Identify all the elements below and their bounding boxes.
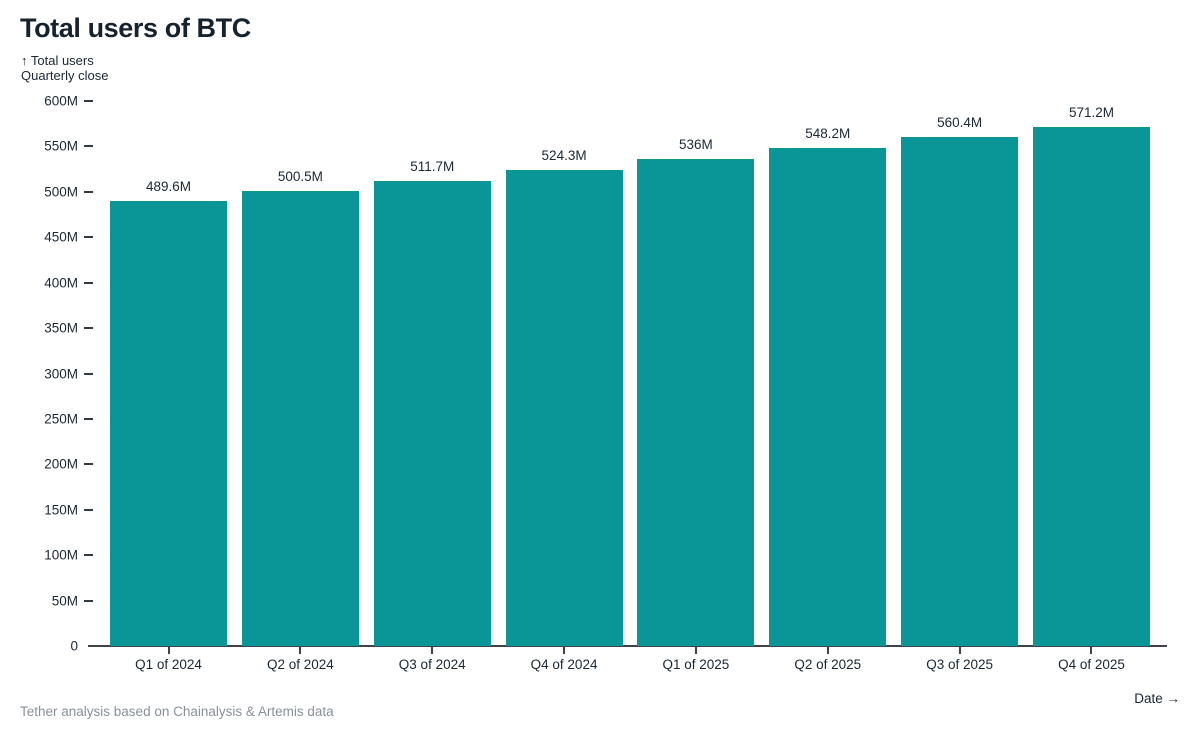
x-tick-label: Q3 of 2024: [398, 657, 466, 672]
bar: [505, 169, 623, 646]
series-subtitle: Quarterly close: [21, 68, 109, 83]
bar: [637, 159, 755, 646]
bar-value-label: 536M: [679, 137, 713, 153]
y-tick-label: 500M: [44, 184, 78, 200]
x-tick-label: Q2 of 2024: [266, 657, 334, 672]
x-tick-mark: [299, 647, 302, 654]
y-tick-dash: [84, 599, 93, 602]
y-tick-dash: [84, 417, 93, 420]
x-tick-label: Q3 of 2025: [926, 657, 994, 672]
y-tick-dash: [84, 327, 93, 330]
y-tick-label: 450M: [44, 229, 78, 245]
y-tick-dash: [84, 508, 93, 511]
y-tick-dash: [84, 554, 93, 557]
x-tick-mark: [563, 647, 566, 654]
y-tick-dash: [84, 236, 93, 239]
y-tick-label: 300M: [44, 366, 78, 381]
y-tick-label: 150M: [44, 502, 78, 518]
x-tick-mark: [1090, 647, 1093, 654]
y-tick-dash: [84, 100, 93, 102]
y-tick-dash: [84, 190, 93, 193]
bar-value-label: 524.3M: [541, 147, 587, 163]
y-axis-label: ↑ Total users: [21, 53, 94, 68]
y-tick-label: 200M: [44, 456, 78, 472]
bar-value-label: 511.7M: [410, 159, 455, 175]
y-tick-label: 250M: [44, 411, 78, 427]
y-tick-dash: [84, 372, 93, 375]
y-tick-label: 400M: [44, 275, 78, 291]
y-tick-label: 350M: [44, 320, 78, 336]
y-tick-label: 0: [70, 638, 78, 654]
x-tick-mark: [167, 647, 170, 654]
x-tick-label: Q1 of 2024: [135, 657, 202, 672]
y-tick-label: 600M: [44, 93, 78, 109]
x-tick-label: Q1 of 2025: [662, 657, 730, 672]
x-axis-line: [88, 645, 1167, 647]
bar: [110, 201, 227, 646]
bar: [373, 181, 491, 646]
x-tick-mark: [431, 647, 434, 654]
y-tick-dash: [84, 281, 93, 284]
y-tick-dash: [84, 463, 93, 466]
y-tick-label: 50M: [51, 593, 78, 609]
x-tick-mark: [694, 647, 697, 654]
bar: [1032, 127, 1150, 646]
x-tick-label: Q4 of 2024: [530, 657, 598, 672]
bar: [901, 136, 1019, 646]
x-axis-hint: Date →: [1134, 691, 1180, 706]
chart-subtitle-block: ↑ Total users Quarterly close: [21, 53, 108, 83]
bar-value-label: 489.6M: [145, 179, 192, 195]
bar: [769, 148, 887, 646]
x-tick-label: Q2 of 2025: [794, 657, 862, 672]
bar: [241, 191, 359, 646]
x-tick-mark: [958, 647, 961, 654]
bar-value-label: 500.5M: [277, 169, 323, 185]
x-tick-label: Q4 of 2025: [1058, 657, 1125, 672]
y-tick-dash: [84, 145, 93, 148]
chart-title: Total users of BTC: [20, 13, 251, 43]
source-note: Tether analysis based on Chainalysis & A…: [20, 704, 334, 719]
x-tick-mark: [826, 647, 829, 654]
y-tick-label: 100M: [44, 547, 78, 563]
bar-value-label: 560.4M: [937, 114, 983, 130]
y-tick-label: 550M: [44, 138, 78, 154]
bar-value-label: 571.2M: [1068, 105, 1114, 121]
bar-value-label: 548.2M: [805, 126, 851, 142]
